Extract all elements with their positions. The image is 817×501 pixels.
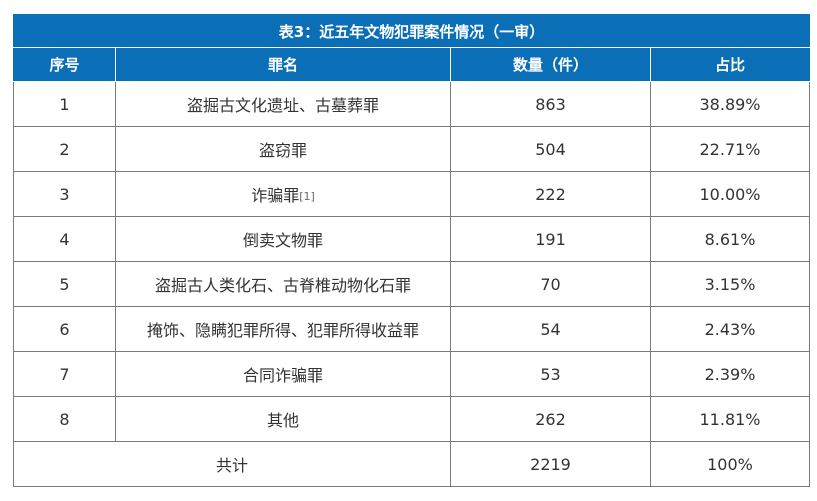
row-number: 6 xyxy=(13,306,116,352)
row-ratio: 2.43% xyxy=(649,306,811,352)
crime-label: 倒卖文物罪 xyxy=(242,231,323,250)
row-count: 70 xyxy=(450,261,651,307)
table-total-row: 共计 2219 100% xyxy=(13,441,811,487)
header-number: 序号 xyxy=(13,47,116,82)
row-crime: 其他 xyxy=(115,396,451,442)
row-number: 5 xyxy=(13,261,116,307)
table-row: 1 盗掘古文化遗址、古墓葬罪 863 38.89% xyxy=(13,81,811,127)
crime-label: 盗窃罪 xyxy=(258,141,307,160)
table-caption: 表3：近五年文物犯罪案件情况（一审） xyxy=(12,14,811,48)
row-number: 7 xyxy=(13,351,116,397)
footnote-link[interactable]: [1] xyxy=(299,190,315,203)
row-number: 4 xyxy=(13,216,116,262)
total-label: 共计 xyxy=(13,441,451,487)
row-count: 54 xyxy=(450,306,651,352)
row-crime: 倒卖文物罪 xyxy=(115,216,451,262)
crime-stats-table-container: 表3：近五年文物犯罪案件情况（一审） 序号 罪名 数量（件） 占比 1 盗掘古文… xyxy=(12,14,811,487)
row-count: 863 xyxy=(450,81,651,127)
row-count: 222 xyxy=(450,171,651,217)
crime-stats-table: 表3：近五年文物犯罪案件情况（一审） 序号 罪名 数量（件） 占比 1 盗掘古文… xyxy=(12,14,811,487)
table-row: 8 其他 262 11.81% xyxy=(13,396,811,442)
table-row: 3 诈骗罪[1] 222 10.00% xyxy=(13,171,811,217)
table-row: 2 盗窃罪 504 22.71% xyxy=(13,126,811,172)
row-crime: 盗掘古文化遗址、古墓葬罪 xyxy=(115,81,451,127)
row-crime: 盗掘古人类化石、古脊椎动物化石罪 xyxy=(115,261,451,307)
table-row: 4 倒卖文物罪 191 8.61% xyxy=(13,216,811,262)
table-row: 7 合同诈骗罪 53 2.39% xyxy=(13,351,811,397)
header-crime: 罪名 xyxy=(115,47,451,82)
table-row: 5 盗掘古人类化石、古脊椎动物化石罪 70 3.15% xyxy=(13,261,811,307)
row-ratio: 3.15% xyxy=(649,261,811,307)
row-count: 262 xyxy=(450,396,651,442)
total-ratio: 100% xyxy=(649,441,811,487)
row-crime: 诈骗罪[1] xyxy=(115,171,451,217)
crime-label: 其他 xyxy=(266,411,299,430)
row-ratio: 10.00% xyxy=(649,171,811,217)
row-number: 3 xyxy=(13,171,116,217)
header-count: 数量（件） xyxy=(450,47,651,82)
row-number: 8 xyxy=(13,396,116,442)
table-caption-row: 表3：近五年文物犯罪案件情况（一审） xyxy=(12,14,811,48)
row-number: 2 xyxy=(13,126,116,172)
row-number: 1 xyxy=(13,81,116,127)
crime-label: 掩饰、隐瞒犯罪所得、犯罪所得收益罪 xyxy=(146,321,419,340)
table-row: 6 掩饰、隐瞒犯罪所得、犯罪所得收益罪 54 2.43% xyxy=(13,306,811,352)
crime-label: 盗掘古文化遗址、古墓葬罪 xyxy=(186,96,379,115)
row-ratio: 8.61% xyxy=(649,216,811,262)
row-count: 191 xyxy=(450,216,651,262)
header-ratio: 占比 xyxy=(649,47,811,82)
row-ratio: 22.71% xyxy=(649,126,811,172)
crime-label: 合同诈骗罪 xyxy=(242,366,323,385)
row-crime: 掩饰、隐瞒犯罪所得、犯罪所得收益罪 xyxy=(115,306,451,352)
row-count: 53 xyxy=(450,351,651,397)
row-ratio: 2.39% xyxy=(649,351,811,397)
row-crime: 盗窃罪 xyxy=(115,126,451,172)
row-crime: 合同诈骗罪 xyxy=(115,351,451,397)
table-header-row: 序号 罪名 数量（件） 占比 xyxy=(13,47,811,82)
total-count: 2219 xyxy=(450,441,651,487)
row-ratio: 11.81% xyxy=(649,396,811,442)
row-count: 504 xyxy=(450,126,651,172)
crime-label: 盗掘古人类化石、古脊椎动物化石罪 xyxy=(154,276,411,295)
row-ratio: 38.89% xyxy=(649,81,811,127)
crime-label: 诈骗罪 xyxy=(251,186,300,205)
